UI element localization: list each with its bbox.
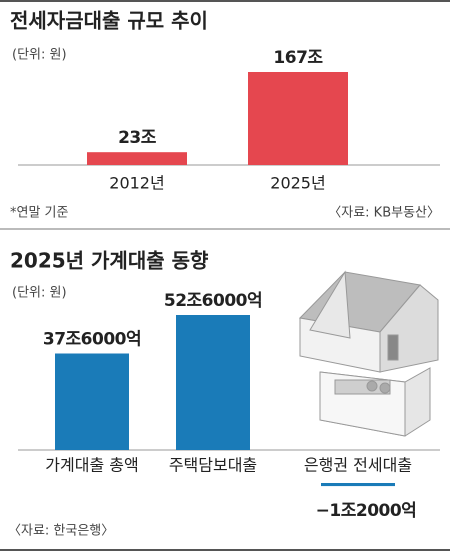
category-label: 은행권 전세대출 bbox=[304, 456, 412, 475]
value-label: 52조6000억 bbox=[164, 291, 262, 311]
bar bbox=[321, 483, 395, 487]
chart-title: 전세자금대출 규모 추이 bbox=[10, 9, 208, 33]
bar bbox=[176, 315, 250, 450]
house-illustration bbox=[298, 270, 439, 437]
value-label: 23조 bbox=[118, 128, 157, 148]
category-label: 주택담보대출 bbox=[169, 456, 257, 475]
bar bbox=[248, 72, 348, 165]
source: 〈자료: 한국은행〉 bbox=[8, 523, 114, 539]
value-label: 167조 bbox=[273, 48, 323, 68]
source: 〈자료: KB부동산〉 bbox=[328, 206, 440, 221]
bar bbox=[87, 152, 187, 165]
category-label: 가계대출 총액 bbox=[45, 456, 138, 475]
chart-title: 2025년 가계대출 동향 bbox=[10, 249, 209, 273]
unit-label: (단위: 원) bbox=[12, 286, 67, 301]
category-label: 2025년 bbox=[270, 174, 325, 193]
value-label: 37조6000억 bbox=[43, 329, 141, 349]
note: *연말 기준 bbox=[10, 206, 69, 221]
value-label: −1조2000억 bbox=[316, 501, 417, 521]
category-label: 2012년 bbox=[109, 174, 164, 193]
bar bbox=[55, 353, 129, 450]
unit-label: (단위: 원) bbox=[12, 48, 67, 63]
